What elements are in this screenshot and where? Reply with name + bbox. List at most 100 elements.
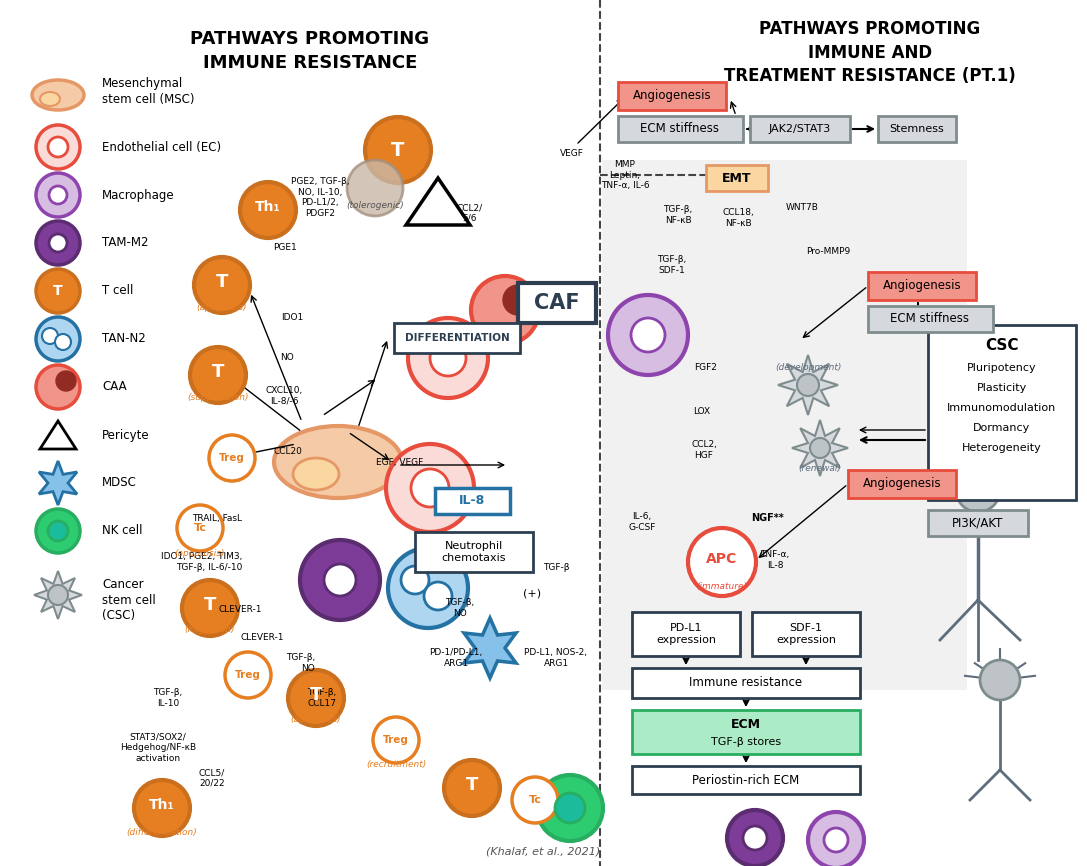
Text: Mesenchymal
stem cell (MSC): Mesenchymal stem cell (MSC) (102, 77, 195, 107)
Polygon shape (792, 420, 848, 476)
Polygon shape (778, 355, 838, 415)
Circle shape (36, 125, 80, 169)
Circle shape (49, 186, 67, 204)
Circle shape (177, 505, 223, 551)
Ellipse shape (40, 92, 60, 106)
Circle shape (824, 828, 848, 852)
Text: LOX: LOX (694, 408, 711, 417)
Text: TGF-β stores: TGF-β stores (711, 737, 782, 747)
Text: Pericyte: Pericyte (102, 429, 150, 442)
Polygon shape (464, 618, 516, 678)
FancyBboxPatch shape (619, 116, 744, 142)
Circle shape (401, 566, 429, 594)
Text: (Khalaf, et al., 2021): (Khalaf, et al., 2021) (486, 847, 600, 857)
Text: PATHWAYS PROMOTING
IMMUNE AND
TREATMENT RESISTANCE (PT.1): PATHWAYS PROMOTING IMMUNE AND TREATMENT … (724, 20, 1016, 85)
Text: PGE1: PGE1 (273, 243, 297, 253)
Text: T: T (212, 363, 224, 381)
Circle shape (471, 276, 539, 344)
Text: PD-L1
expression: PD-L1 expression (655, 623, 716, 645)
FancyBboxPatch shape (928, 510, 1028, 536)
Circle shape (424, 582, 452, 610)
Text: Macrophage: Macrophage (102, 189, 175, 202)
Circle shape (288, 670, 343, 726)
Text: PGE2, TGF-β,
NO, IL-10,
PD-L1/2,
PDGF2: PGE2, TGF-β, NO, IL-10, PD-L1/2, PDGF2 (290, 177, 349, 218)
Text: IDO1: IDO1 (280, 313, 303, 322)
Text: MDSC: MDSC (102, 476, 137, 489)
Text: Stemness: Stemness (889, 124, 945, 134)
Text: IL-6,
G-CSF: IL-6, G-CSF (628, 512, 655, 532)
Circle shape (209, 435, 255, 481)
Ellipse shape (274, 426, 402, 498)
FancyBboxPatch shape (632, 710, 860, 754)
Text: (apoptosis): (apoptosis) (197, 303, 247, 313)
Text: TAN-N2: TAN-N2 (102, 333, 146, 346)
Circle shape (347, 160, 403, 216)
FancyBboxPatch shape (435, 488, 510, 514)
Circle shape (240, 182, 296, 238)
Circle shape (810, 438, 830, 458)
Text: Treg: Treg (235, 670, 261, 680)
Text: EGF, VEGF: EGF, VEGF (376, 457, 424, 467)
Text: TNF-α,
IL-8: TNF-α, IL-8 (761, 550, 789, 570)
FancyBboxPatch shape (632, 668, 860, 698)
Text: CCL18,
NF-κB: CCL18, NF-κB (722, 208, 754, 228)
Circle shape (365, 117, 432, 183)
FancyBboxPatch shape (705, 165, 769, 191)
Text: WNT7B: WNT7B (786, 204, 819, 212)
Circle shape (386, 444, 474, 532)
Circle shape (630, 318, 665, 352)
Text: TGF-β,
CCL17: TGF-β, CCL17 (307, 688, 336, 708)
Circle shape (797, 374, 819, 396)
Text: Treg: Treg (220, 453, 245, 463)
Text: (apoptosis): (apoptosis) (175, 548, 225, 558)
Circle shape (503, 285, 533, 315)
Circle shape (36, 173, 80, 217)
Text: TAM-M2: TAM-M2 (102, 236, 149, 249)
Text: Angiogenesis: Angiogenesis (883, 280, 961, 293)
Text: Treg: Treg (383, 735, 409, 745)
Circle shape (134, 780, 190, 836)
Circle shape (430, 340, 466, 376)
Text: T: T (53, 284, 63, 298)
Text: ECM stiffness: ECM stiffness (640, 122, 720, 135)
Text: CCL5/
20/22: CCL5/ 20/22 (199, 768, 225, 788)
Polygon shape (40, 421, 76, 449)
Text: TGF-β,
NO: TGF-β, NO (286, 653, 315, 673)
Text: TGF-β,
NO: TGF-β, NO (446, 598, 475, 617)
Circle shape (36, 221, 80, 265)
Text: Angiogenesis: Angiogenesis (633, 89, 711, 102)
Text: FGF2: FGF2 (695, 364, 717, 372)
Circle shape (225, 652, 271, 698)
Text: VEGF: VEGF (560, 148, 584, 158)
Circle shape (408, 318, 488, 398)
Text: T: T (204, 596, 216, 614)
Text: CLEVER-1: CLEVER-1 (218, 605, 262, 615)
Text: PI3K/AKT: PI3K/AKT (952, 516, 1003, 529)
Text: NGF**: NGF** (751, 513, 785, 523)
Text: Immune resistance: Immune resistance (689, 676, 802, 689)
Circle shape (980, 660, 1020, 700)
FancyBboxPatch shape (619, 82, 726, 110)
Circle shape (49, 234, 67, 252)
Text: Immunomodulation: Immunomodulation (948, 403, 1057, 413)
Text: IL-8: IL-8 (459, 494, 485, 507)
Circle shape (36, 317, 80, 361)
Circle shape (373, 717, 418, 763)
FancyBboxPatch shape (632, 612, 740, 656)
Text: T: T (466, 776, 478, 794)
Text: Angiogenesis: Angiogenesis (863, 477, 941, 490)
Text: Dormancy: Dormancy (973, 423, 1030, 433)
Text: TGF-β,
SDF-1: TGF-β, SDF-1 (658, 255, 687, 275)
Circle shape (42, 328, 58, 344)
FancyBboxPatch shape (602, 160, 967, 690)
Circle shape (193, 257, 250, 313)
Text: Neutrophil
chemotaxis: Neutrophil chemotaxis (441, 540, 507, 563)
Text: MMP
Leptin,
TNF-α, IL-6: MMP Leptin, TNF-α, IL-6 (601, 159, 649, 191)
Text: CCL20: CCL20 (274, 448, 302, 456)
Circle shape (182, 580, 238, 636)
Circle shape (300, 540, 380, 620)
Text: (+): (+) (523, 588, 541, 598)
Circle shape (537, 775, 603, 841)
Circle shape (36, 365, 80, 409)
Circle shape (36, 269, 80, 313)
